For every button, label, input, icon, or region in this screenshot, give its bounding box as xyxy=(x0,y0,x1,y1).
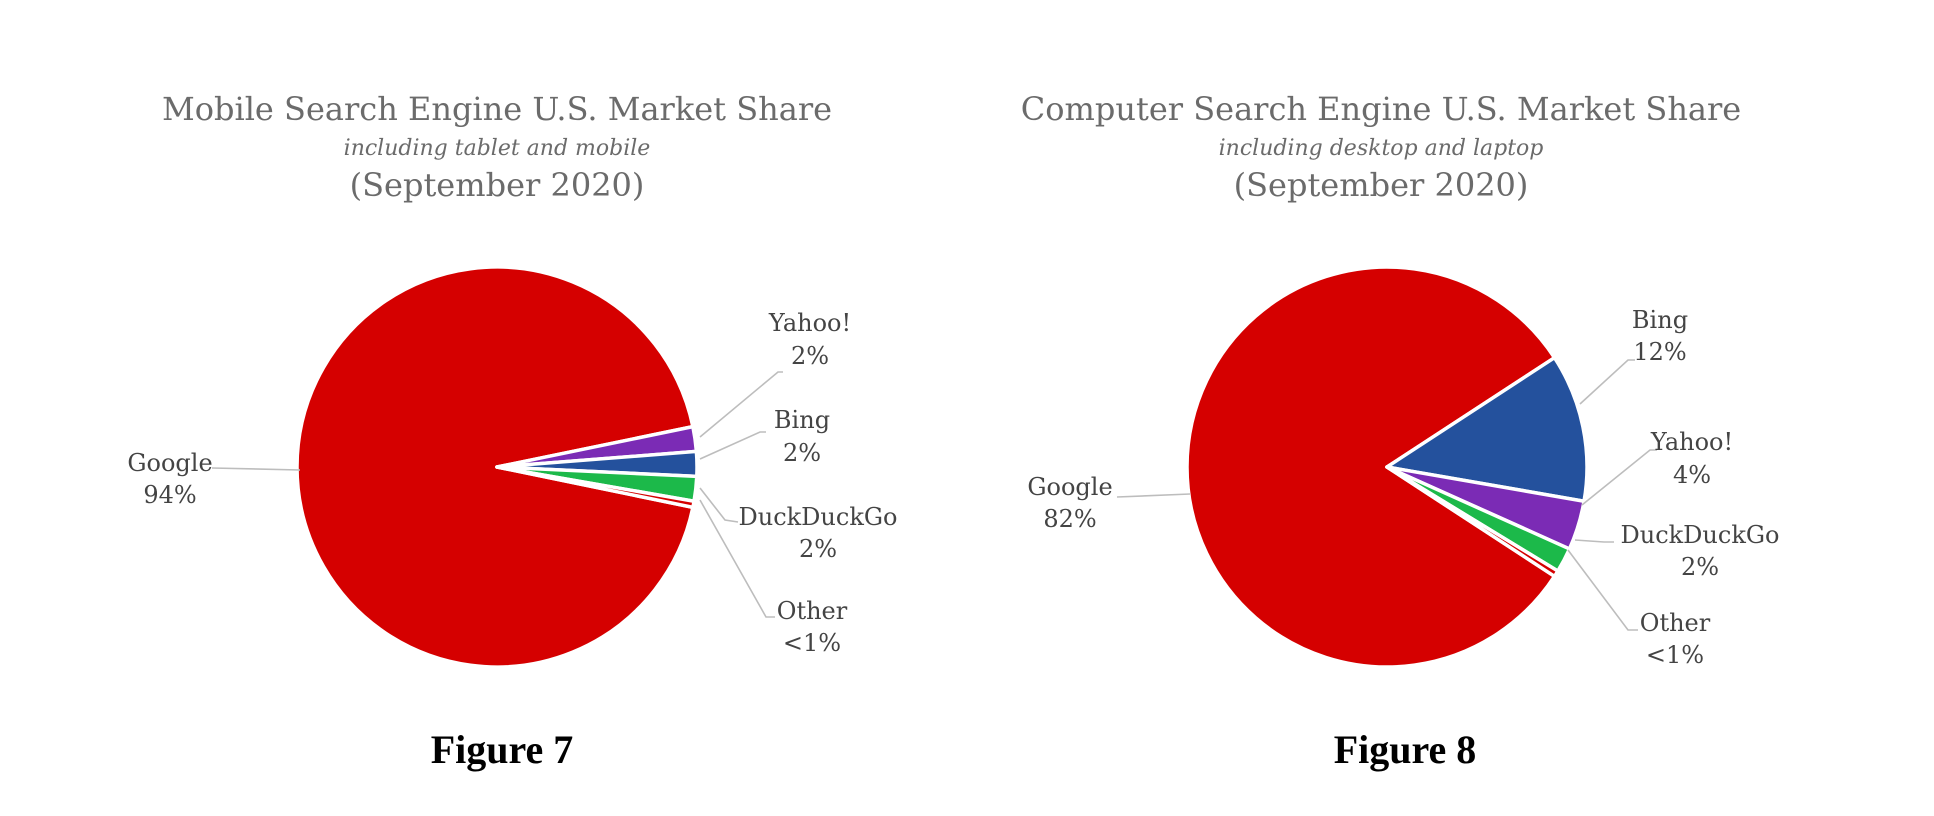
leader-line-bing xyxy=(699,431,766,460)
slice-label-google: Google xyxy=(127,449,212,477)
leader-line-other xyxy=(1567,549,1638,631)
slice-label-bing: Bing xyxy=(774,406,830,434)
leader-line-duckduckgo xyxy=(699,487,739,523)
leader-line-yahoo xyxy=(699,371,783,438)
pie-slices xyxy=(1185,265,1589,669)
slice-label-google: Google xyxy=(1027,473,1112,501)
slice-value-duckduckgo: 2% xyxy=(799,535,837,563)
leader-line-google xyxy=(211,467,301,471)
slice-label-duckduckgo: DuckDuckGo xyxy=(1621,521,1780,549)
leader-line-duckduckgo xyxy=(1574,539,1614,543)
slice-label-duckduckgo: DuckDuckGo xyxy=(739,503,898,531)
slice-labels: Google 82% Bing 12% Yahoo! 4% DuckDuckGo… xyxy=(1027,306,1779,669)
slice-label-bing: Bing xyxy=(1632,306,1688,334)
chart-period: (September 2020) xyxy=(350,166,645,204)
leader-line-google xyxy=(1116,493,1191,498)
pie-slice-other xyxy=(495,465,696,510)
pie-slice-other xyxy=(1385,465,1560,579)
leader-lines xyxy=(1116,359,1657,631)
slice-value-google: 82% xyxy=(1043,505,1096,533)
leader-line-yahoo xyxy=(1581,449,1657,506)
pie-slices xyxy=(295,265,699,669)
slice-value-duckduckgo: 2% xyxy=(1681,553,1719,581)
slice-label-other: Other xyxy=(1640,609,1711,637)
chart-title: Mobile Search Engine U.S. Market Share xyxy=(162,90,832,128)
figure-caption: Figure 8 xyxy=(1334,727,1477,772)
slice-value-google: 94% xyxy=(143,481,196,509)
pie-chart-mobile: Mobile Search Engine U.S. Market Share i… xyxy=(127,90,897,772)
leader-line-bing xyxy=(1579,359,1635,405)
slice-value-bing: 12% xyxy=(1633,338,1686,366)
pie-chart-computer: Computer Search Engine U.S. Market Share… xyxy=(1021,90,1780,772)
chart-subtitle: including desktop and laptop xyxy=(1219,136,1544,161)
slice-value-other: <1% xyxy=(783,629,841,657)
slice-value-other: <1% xyxy=(1646,641,1704,669)
chart-title: Computer Search Engine U.S. Market Share xyxy=(1021,90,1741,128)
slice-label-yahoo: Yahoo! xyxy=(768,309,851,337)
pie-slice-google xyxy=(295,265,695,669)
slice-labels: Google 94% Yahoo! 2% Bing 2% DuckDuckGo … xyxy=(127,309,897,657)
figure-caption: Figure 7 xyxy=(431,727,574,772)
pie-slice-bing xyxy=(1385,355,1589,503)
slice-value-yahoo: 2% xyxy=(791,342,829,370)
pie-slice-google xyxy=(1185,265,1557,669)
slice-label-yahoo: Yahoo! xyxy=(1650,428,1733,456)
slice-label-other: Other xyxy=(777,597,848,625)
chart-subtitle: including tablet and mobile xyxy=(344,136,651,161)
slice-value-yahoo: 4% xyxy=(1673,461,1711,489)
slice-value-bing: 2% xyxy=(783,439,821,467)
chart-period: (September 2020) xyxy=(1234,166,1529,204)
leader-line-other xyxy=(699,499,775,618)
leader-lines xyxy=(211,371,783,618)
